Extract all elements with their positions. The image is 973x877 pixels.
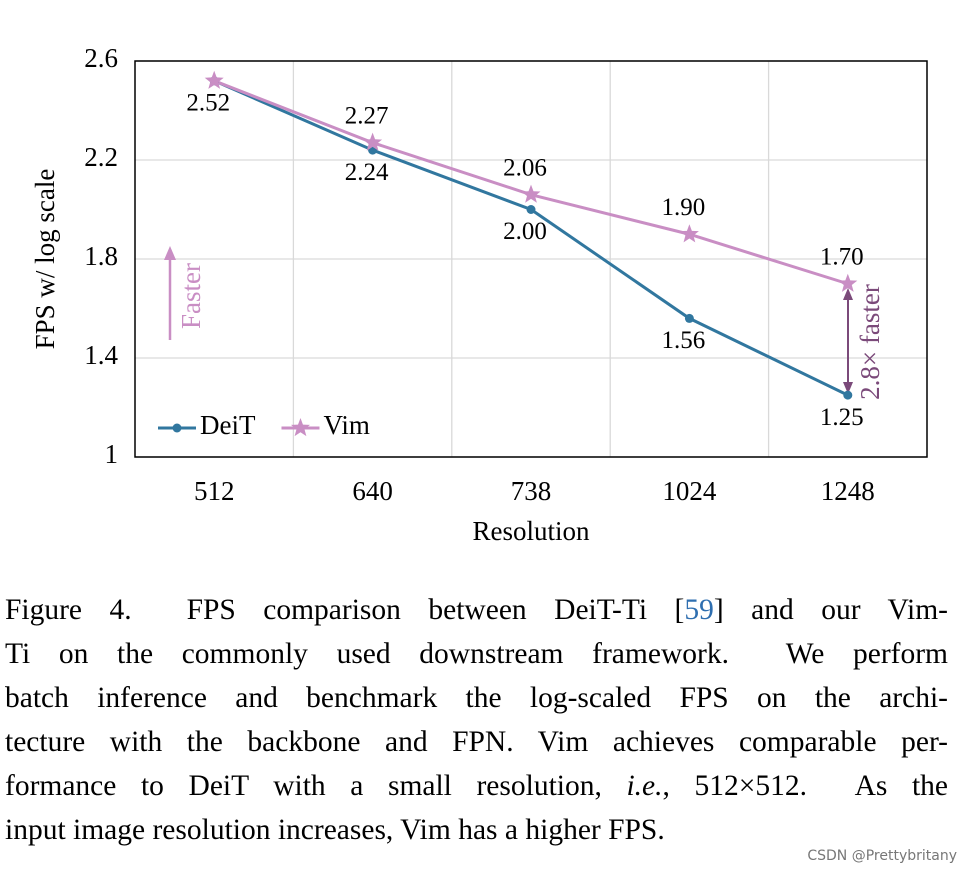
caption-text: Ti on the commonly used downstream frame…: [5, 638, 948, 670]
y-axis-label: FPS w/ log scale: [30, 169, 60, 350]
caption-text: , 512×512. As the: [662, 770, 949, 802]
series-line: [213, 79, 849, 286]
caption-line: Figure 4. FPS comparison between DeiT-Ti…: [5, 588, 948, 632]
data-label: 2.00: [503, 218, 547, 245]
x-tick-label: 1248: [821, 476, 875, 506]
caption-line: input image resolution increases, Vim ha…: [5, 808, 948, 852]
arrow-head: [164, 246, 176, 260]
caption-text: i.e.: [626, 770, 663, 802]
x-axis-label: Resolution: [472, 516, 590, 546]
point: [843, 390, 853, 400]
legend-marker: [290, 418, 310, 437]
point: [679, 224, 699, 243]
caption-line: Ti on the commonly used downstream frame…: [5, 632, 948, 676]
caption-text: tecture with the backbone and FPN. Vim a…: [5, 726, 948, 758]
y-tick-label: 2.6: [84, 43, 118, 73]
arrow-head: [843, 288, 853, 300]
annotation: Faster: [176, 263, 206, 329]
data-label: 2.06: [503, 154, 547, 181]
y-tick-label: 1.4: [84, 340, 118, 370]
plot-frame: [134, 60, 928, 458]
caption-line: batch inference and benchmark the log-sc…: [5, 676, 948, 720]
caption-line: tecture with the backbone and FPN. Vim a…: [5, 720, 948, 764]
data-label: 2.27: [345, 102, 389, 129]
x-tick-label: 1024: [662, 476, 717, 506]
data-label: 1.25: [820, 404, 864, 431]
data-label: 2.24: [345, 159, 389, 186]
caption-text: formance to DeiT with a small resolution…: [5, 770, 627, 802]
caption-text: Figure 4. FPS comparison between DeiT-Ti…: [5, 594, 685, 626]
figure-caption: Figure 4. FPS comparison between DeiT-Ti…: [5, 588, 948, 852]
data-label: 1.70: [820, 243, 864, 270]
point: [363, 132, 383, 151]
point: [521, 184, 541, 203]
x-tick-label: 640: [352, 476, 393, 506]
caption-text: ] and our Vim-: [713, 594, 948, 626]
annotation: 2.8× faster: [855, 284, 885, 400]
point: [204, 70, 224, 89]
x-tick-label: 512: [194, 476, 235, 506]
point: [526, 205, 536, 214]
legend-label: DeiT: [200, 410, 256, 440]
caption-line: formance to DeiT with a small resolution…: [5, 764, 948, 808]
y-tick-label: 1: [105, 439, 119, 469]
caption-text: batch inference and benchmark the log-sc…: [5, 682, 948, 714]
y-tick-label: 1.8: [84, 241, 118, 271]
watermark: CSDN @Prettybritany: [807, 848, 957, 864]
caption-text: input image resolution increases, Vim ha…: [5, 814, 665, 846]
y-tick-label: 2.2: [84, 142, 118, 172]
chart: FPS w/ log scale Resolution 1 1.4 1.8 2.2 2.…: [30, 43, 928, 546]
caption-text: 59: [684, 594, 714, 626]
x-tick-label: 738: [511, 476, 552, 506]
legend-marker: [172, 423, 182, 433]
legend-label: Vim: [323, 410, 369, 440]
data-label: 1.90: [662, 194, 706, 221]
arrow-head: [843, 382, 853, 394]
data-label: 2.52: [186, 90, 230, 117]
data-label: 1.56: [662, 327, 706, 354]
point: [838, 273, 858, 292]
point: [684, 313, 694, 323]
